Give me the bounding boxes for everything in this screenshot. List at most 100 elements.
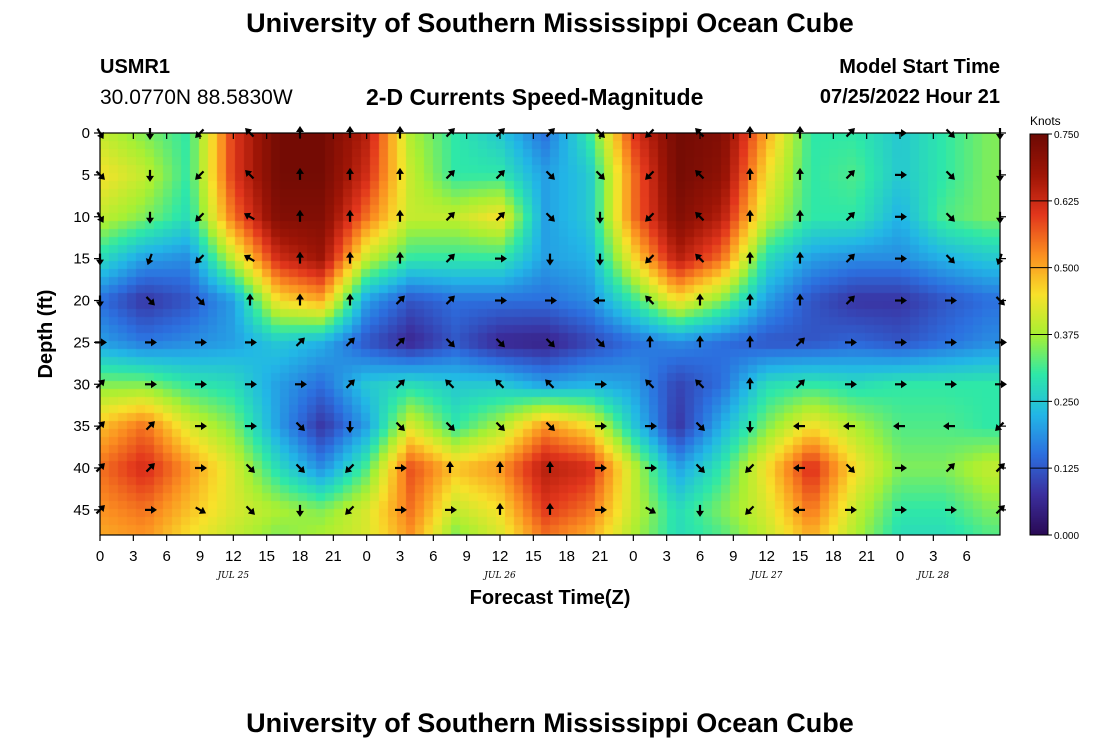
date-label: JUL 27	[749, 571, 783, 581]
current-arrow	[496, 461, 504, 473]
current-arrow	[445, 211, 455, 222]
current-arrow	[945, 170, 955, 180]
current-arrows	[95, 126, 1007, 517]
current-arrow	[845, 295, 855, 305]
current-arrow	[545, 379, 555, 389]
colorbar-tick-label: 0.250	[1054, 397, 1079, 408]
x-tick-label: 3	[129, 548, 137, 565]
current-arrow	[145, 463, 155, 473]
current-arrow	[545, 338, 555, 348]
current-arrow	[95, 379, 105, 389]
current-arrow	[295, 380, 307, 389]
current-arrow	[746, 126, 754, 138]
current-arrow	[795, 337, 805, 347]
station-id: USMR1	[100, 56, 171, 78]
current-arrow	[545, 212, 555, 222]
current-arrow	[845, 169, 855, 180]
current-arrow	[495, 254, 507, 263]
current-arrow	[445, 505, 457, 514]
current-arrow	[695, 253, 705, 263]
current-arrow	[146, 128, 154, 140]
current-arrow	[895, 296, 907, 305]
current-arrow	[195, 464, 207, 472]
current-arrow	[746, 293, 754, 306]
current-arrow	[995, 504, 1005, 515]
current-arrow	[296, 167, 304, 180]
current-arrow	[243, 254, 255, 263]
colorbar-tick-label: 0.500	[1054, 264, 1079, 275]
current-arrow	[645, 464, 657, 472]
current-arrow	[145, 296, 155, 306]
current-arrow	[195, 338, 207, 347]
current-arrow	[746, 167, 754, 180]
current-arrow	[745, 463, 755, 473]
current-arrow	[945, 128, 955, 138]
x-tick-label: 15	[525, 548, 542, 565]
current-arrow	[296, 293, 304, 306]
current-arrow	[595, 422, 607, 431]
date-label: JUL 26	[482, 571, 516, 581]
x-tick-label: 21	[325, 548, 342, 565]
current-arrow	[195, 506, 207, 514]
x-tick-label: 0	[362, 548, 370, 565]
current-arrow	[295, 421, 305, 432]
current-arrow	[395, 464, 407, 472]
current-arrow	[246, 293, 254, 306]
current-arrow	[995, 421, 1005, 432]
current-arrow	[243, 212, 255, 221]
current-arrow	[495, 421, 505, 432]
current-arrow	[845, 505, 857, 514]
current-arrow	[245, 463, 255, 473]
current-arrow	[546, 253, 554, 266]
current-arrow	[895, 212, 907, 221]
current-arrow	[495, 338, 505, 348]
current-arrow	[445, 421, 455, 432]
current-arrow	[396, 167, 404, 180]
x-axis: 0 3 6 9 12 15 18 21 0 3 6 9 12 15 18 21 0 3 6 9 12 15 18 21 0 3 6	[96, 133, 971, 565]
current-arrow	[695, 379, 705, 389]
current-arrow	[696, 335, 704, 348]
current-arrow	[195, 212, 205, 222]
current-arrow	[595, 170, 605, 180]
current-arrow	[395, 421, 405, 432]
current-arrow	[845, 128, 855, 138]
chart-title: University of Southern Mississippi Ocean…	[246, 8, 854, 38]
y-tick-label: 20	[73, 293, 90, 310]
current-arrow	[495, 211, 505, 222]
current-arrow	[245, 380, 257, 389]
x-tick-label: 6	[962, 548, 970, 565]
y-tick-label: 45	[73, 502, 90, 519]
current-arrow	[445, 169, 455, 180]
current-arrow	[495, 128, 505, 138]
x-tick-label: 12	[225, 548, 242, 565]
current-arrow	[945, 505, 957, 514]
current-arrow	[545, 421, 555, 432]
current-arrow	[645, 212, 655, 222]
current-arrow	[245, 338, 257, 347]
current-arrow	[695, 463, 705, 473]
y-tick-label: 40	[73, 460, 90, 477]
station-coordinates: 30.0770N 88.5830W	[100, 86, 293, 109]
current-arrow	[395, 379, 405, 389]
current-arrow	[895, 464, 907, 472]
current-arrow	[845, 463, 855, 473]
current-arrow	[945, 254, 955, 264]
x-tick-label: 15	[792, 548, 809, 565]
current-arrow	[895, 338, 907, 347]
current-arrow	[645, 128, 655, 138]
current-arrow	[845, 380, 857, 389]
current-arrow	[495, 169, 505, 180]
current-arrow	[545, 128, 555, 138]
current-arrow	[696, 504, 704, 517]
current-arrow	[445, 128, 455, 138]
x-tick-label: 0	[96, 548, 104, 565]
current-arrow	[345, 505, 355, 515]
current-arrow	[396, 251, 404, 264]
current-arrow	[295, 337, 305, 347]
x-tick-label: 12	[492, 548, 509, 565]
current-arrow	[445, 295, 455, 305]
current-arrow	[296, 209, 304, 222]
current-arrow	[945, 296, 957, 305]
x-axis-title: Forecast Time(Z)	[470, 587, 631, 609]
current-arrow	[346, 251, 354, 264]
